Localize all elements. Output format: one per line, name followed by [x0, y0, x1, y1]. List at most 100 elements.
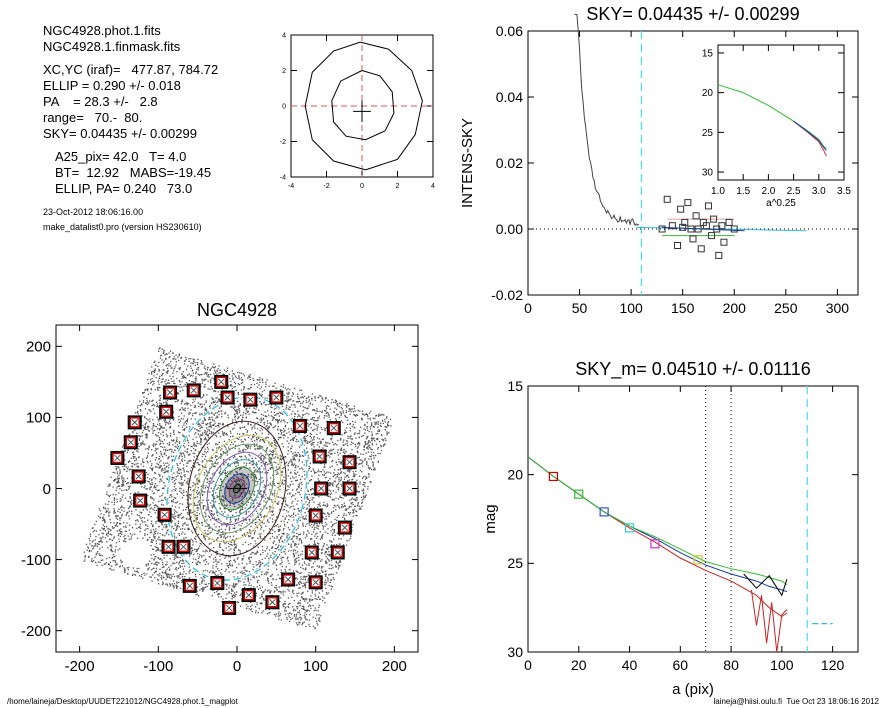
sky-pixel: [205, 400, 207, 402]
sky-pixel: [277, 412, 279, 415]
sky-pixel: [228, 528, 231, 530]
sky-pixel: [211, 416, 213, 418]
sky-pixel: [229, 465, 231, 467]
sky-pixel: [137, 442, 139, 445]
sky-pixel: [247, 580, 249, 582]
sky-pixel: [304, 432, 306, 435]
sky-pixel: [165, 403, 167, 405]
sky-pixel: [243, 411, 245, 414]
sky-pixel: [239, 378, 241, 380]
sky-pixel: [244, 507, 246, 509]
sky-pixel: [321, 397, 323, 399]
sky-pixel: [120, 561, 122, 563]
sky-pixel: [209, 532, 211, 534]
sky-pixel: [311, 592, 313, 594]
sky-pixel: [250, 384, 252, 386]
sky-pixel: [216, 551, 219, 553]
sky-pixel: [195, 550, 197, 553]
sky-pixel: [220, 405, 222, 407]
sky-pixel: [121, 515, 123, 517]
sky-pixel: [278, 415, 280, 417]
sky-pixel: [198, 367, 200, 369]
sky-pixel: [240, 414, 242, 416]
sky-pixel: [275, 453, 277, 455]
sky-pixel: [318, 525, 320, 527]
sky-pixel: [83, 551, 85, 553]
sky-pixel: [315, 533, 317, 535]
sky-pixel: [163, 439, 166, 441]
sky-pixel: [287, 387, 289, 390]
sky-pixel: [172, 573, 174, 575]
sky-pixel: [102, 518, 104, 520]
sky-pixel: [202, 466, 204, 468]
sky-pixel: [255, 406, 258, 408]
sky-pixel: [302, 622, 304, 625]
sky-pixel: [380, 446, 382, 448]
sky-pixel: [143, 396, 145, 398]
sky-pixel: [308, 577, 310, 580]
sky-pixel: [215, 574, 218, 577]
sky-pixel: [226, 434, 228, 436]
sky-pixel: [156, 485, 158, 487]
sky-pixel: [266, 520, 269, 522]
sky-pixel: [161, 373, 163, 375]
sky-pixel: [253, 473, 256, 476]
sky-pixel: [348, 479, 350, 481]
sky-pixel: [350, 535, 352, 537]
sky-pixel: [300, 389, 303, 392]
sky-pixel: [122, 446, 124, 448]
sky-pixel: [273, 540, 275, 542]
sky-pixel: [192, 398, 194, 400]
sky-pixel: [357, 486, 360, 488]
sky-pixel: [107, 494, 109, 497]
sky-pixel: [248, 557, 250, 559]
sky-pixel: [185, 381, 188, 384]
sky-pixel: [217, 400, 219, 402]
sky-pixel: [321, 537, 323, 539]
sky-pixel: [186, 437, 188, 439]
sky-pixel: [239, 550, 241, 552]
sky-pixel: [366, 462, 368, 464]
sky-pixel: [248, 556, 251, 558]
sky-pixel: [221, 413, 223, 415]
sky-pixel: [204, 539, 206, 541]
sky-pixel: [161, 440, 164, 443]
sky-pixel: [259, 448, 261, 450]
sky-pixel: [129, 497, 131, 499]
sky-pixel: [283, 532, 285, 534]
sky-pixel: [248, 511, 250, 513]
sky-pixel: [369, 467, 372, 469]
sky-pixel: [84, 559, 86, 561]
sky-pixel: [288, 392, 290, 395]
sky-pixel: [192, 482, 194, 484]
sky-pixel: [211, 500, 213, 502]
sky-pixel: [235, 531, 237, 533]
sky-pixel: [162, 581, 164, 583]
sky-pixel: [331, 461, 333, 463]
sky-pixel: [232, 378, 234, 380]
sky-pixel: [173, 587, 175, 589]
sky-pixel: [237, 462, 239, 464]
sky-pixel: [286, 489, 288, 492]
sky-pixel: [119, 519, 121, 521]
sky-pixel: [232, 514, 234, 516]
sky-pixel: [166, 470, 168, 472]
sky-pixel: [218, 546, 220, 548]
sky-pixel: [177, 399, 179, 401]
sky-pixel: [377, 437, 379, 439]
sky-pixel: [190, 509, 192, 512]
sky-pixel: [108, 528, 110, 530]
sky-pixel: [318, 543, 320, 545]
sky-pixel: [274, 492, 276, 494]
sky-pixel: [282, 434, 284, 436]
sky-pixel: [302, 409, 304, 412]
sky-pixel: [165, 533, 167, 535]
sky-pixel: [144, 534, 146, 536]
sky-pixel: [205, 438, 207, 440]
sky-pixel: [216, 451, 218, 454]
sky-pixel: [166, 524, 168, 526]
sky-pixel: [236, 601, 239, 603]
sky-pixel: [325, 443, 327, 445]
sky-pixel: [212, 570, 214, 572]
sky-pixel: [259, 566, 261, 568]
